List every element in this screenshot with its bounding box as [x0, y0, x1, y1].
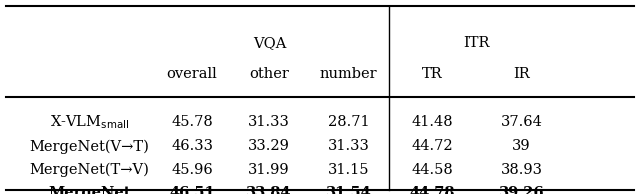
Text: 46.33: 46.33 [171, 139, 213, 153]
Text: X-VLM$_{\mathrm{small}}$: X-VLM$_{\mathrm{small}}$ [50, 113, 129, 131]
Text: 31.99: 31.99 [248, 163, 290, 177]
Text: 38.93: 38.93 [500, 163, 543, 177]
Text: IR: IR [513, 67, 530, 81]
Text: 39.26: 39.26 [499, 186, 545, 194]
Text: 44.58: 44.58 [411, 163, 453, 177]
Text: MergeNet: MergeNet [49, 186, 131, 194]
Text: 31.33: 31.33 [248, 115, 290, 129]
Text: 37.64: 37.64 [500, 115, 543, 129]
Text: 45.96: 45.96 [171, 163, 213, 177]
Text: MergeNet(T→V): MergeNet(T→V) [29, 163, 150, 177]
Text: 28.71: 28.71 [328, 115, 370, 129]
Text: 44.72: 44.72 [411, 139, 453, 153]
Text: 31.54: 31.54 [326, 186, 372, 194]
Text: 45.78: 45.78 [171, 115, 213, 129]
Text: ITR: ITR [463, 36, 490, 50]
Text: VQA: VQA [253, 36, 287, 50]
Text: 31.33: 31.33 [328, 139, 370, 153]
Text: overall: overall [166, 67, 218, 81]
Text: TR: TR [422, 67, 442, 81]
Text: 33.84: 33.84 [246, 186, 292, 194]
Text: 44.78: 44.78 [409, 186, 455, 194]
Text: 33.29: 33.29 [248, 139, 290, 153]
Text: number: number [320, 67, 378, 81]
Text: 39: 39 [512, 139, 531, 153]
Text: 41.48: 41.48 [411, 115, 453, 129]
Text: MergeNet(V→T): MergeNet(V→T) [29, 139, 150, 154]
Text: 31.15: 31.15 [328, 163, 369, 177]
Text: other: other [249, 67, 289, 81]
Text: 46.51: 46.51 [169, 186, 215, 194]
